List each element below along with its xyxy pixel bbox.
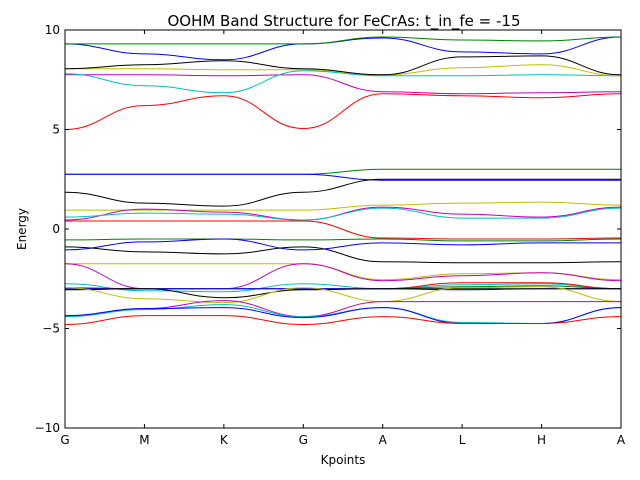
band-line-29 xyxy=(64,315,622,326)
y-tick-label: 10 xyxy=(45,23,60,37)
band-line-16 xyxy=(64,238,621,251)
y-tick-label: −5 xyxy=(42,322,60,336)
x-tick-label: L xyxy=(459,433,466,447)
axis-ticks: G M K G A L H A 10 5 0 −5 −10 xyxy=(35,23,626,447)
band-line-5 xyxy=(64,55,622,76)
band-line-3 xyxy=(64,70,622,94)
x-tick-label: G xyxy=(299,433,308,447)
x-tick-label: A xyxy=(617,433,626,447)
x-tick-label: H xyxy=(537,433,546,447)
band-line-2 xyxy=(65,74,622,95)
x-tick-label: K xyxy=(220,433,229,447)
band-line-19 xyxy=(64,263,622,290)
band-line-7 xyxy=(65,36,622,45)
band-line-14 xyxy=(65,220,622,240)
band-line-10 xyxy=(64,178,621,207)
band-line-4 xyxy=(65,64,622,77)
y-tick-label: −10 xyxy=(35,421,60,435)
y-tick-label: 0 xyxy=(52,222,60,236)
x-tick-label: M xyxy=(139,433,149,447)
chart-title: OOHM Band Structure for FeCrAs: t_in_fe … xyxy=(167,12,520,31)
band-line-25 xyxy=(64,286,622,304)
band-line-13 xyxy=(64,207,622,221)
x-axis-label: Kpoints xyxy=(321,453,366,467)
band-line-17 xyxy=(64,246,622,264)
band-line-1 xyxy=(64,93,622,130)
band-line-20 xyxy=(64,283,622,293)
band-line-24 xyxy=(64,288,621,299)
x-tick-label: G xyxy=(60,433,69,447)
y-tick-label: 5 xyxy=(52,123,60,137)
x-tick-label: A xyxy=(379,433,388,447)
band-line-15 xyxy=(64,238,622,242)
y-axis-label: Energy xyxy=(15,208,29,250)
band-line-11 xyxy=(65,201,622,211)
series-lines xyxy=(64,36,622,326)
band-line-9 xyxy=(65,173,621,181)
band-line-8 xyxy=(65,168,621,175)
